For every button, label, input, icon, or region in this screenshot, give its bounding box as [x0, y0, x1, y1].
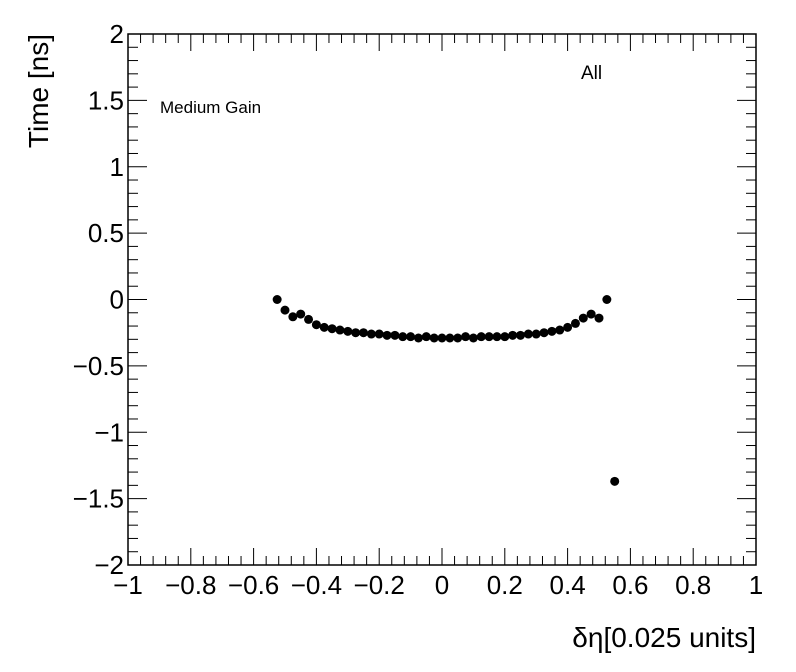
data-point [374, 329, 384, 339]
y-axis-title: Time [ns] [23, 34, 54, 148]
data-point [382, 330, 392, 340]
x-tick-label: 0.2 [487, 570, 523, 600]
x-tick-label: −1 [113, 570, 143, 600]
data-point [586, 309, 596, 319]
data-point [429, 333, 439, 343]
x-tick-label: −0.8 [165, 570, 216, 600]
data-point [366, 329, 376, 339]
data-point [492, 332, 502, 342]
data-point [570, 318, 580, 328]
data-point [445, 333, 455, 343]
data-point [437, 333, 447, 343]
y-tick-label: 2 [110, 19, 124, 49]
x-axis-title: δη[0.025 units] [572, 622, 756, 653]
x-tick-label: −0.4 [291, 570, 342, 600]
data-point [304, 314, 314, 324]
data-point [563, 322, 573, 332]
y-tick-label: −2 [94, 550, 124, 580]
annotation-medium-gain: Medium Gain [160, 98, 261, 117]
data-point [351, 328, 361, 338]
x-tick-labels: −1 −0.8 −0.6 −0.4 −0.2 0 0.2 0.4 0.6 0.8 1 [113, 570, 763, 600]
data-point [421, 332, 431, 342]
x-tick-label: 0.6 [612, 570, 648, 600]
data-point [516, 330, 525, 340]
y-tick-label: 1.5 [88, 85, 124, 115]
data-point [398, 332, 408, 342]
data-point [280, 305, 290, 315]
data-point [508, 330, 518, 340]
x-tick-label: −0.2 [354, 570, 405, 600]
data-point [476, 332, 486, 342]
y-tick-label: 0 [110, 285, 124, 315]
data-point [594, 313, 604, 323]
data-point [413, 333, 423, 343]
data-point [453, 333, 463, 343]
x-tick-label: 0 [435, 570, 449, 600]
data-point [390, 330, 400, 340]
y-tick-labels: −2 −1.5 −1 −0.5 0 0.5 1 1.5 2 [73, 19, 124, 580]
data-point [523, 329, 533, 339]
data-point [288, 312, 298, 322]
data-point [468, 333, 478, 343]
data-points [272, 295, 620, 486]
data-point [343, 326, 353, 336]
data-point [327, 324, 337, 334]
data-point [461, 332, 471, 342]
data-point [531, 329, 541, 339]
data-point [484, 332, 494, 342]
data-point [500, 332, 510, 342]
y-tick-label: 0.5 [88, 218, 124, 248]
data-point [555, 325, 565, 335]
data-point [547, 326, 557, 336]
data-point [319, 322, 329, 332]
y-tick-label: 1 [110, 152, 124, 182]
y-tick-label: −0.5 [73, 351, 124, 381]
annotation-all: All [581, 63, 602, 84]
data-point [406, 332, 416, 342]
x-tick-label: 1 [749, 570, 763, 600]
x-tick-label: 0.8 [675, 570, 711, 600]
data-point [578, 313, 588, 323]
data-point [296, 309, 306, 319]
data-point [272, 295, 282, 304]
data-point [610, 476, 620, 486]
x-tick-label: 0.4 [550, 570, 586, 600]
data-point [311, 320, 321, 330]
data-point [602, 295, 612, 304]
data-point [539, 328, 549, 338]
y-tick-label: −1 [94, 417, 124, 447]
data-point [335, 325, 345, 335]
y-tick-label: −1.5 [73, 484, 124, 514]
data-point [359, 328, 368, 338]
x-tick-label: −0.6 [228, 570, 279, 600]
axis-ticks [127, 33, 757, 566]
